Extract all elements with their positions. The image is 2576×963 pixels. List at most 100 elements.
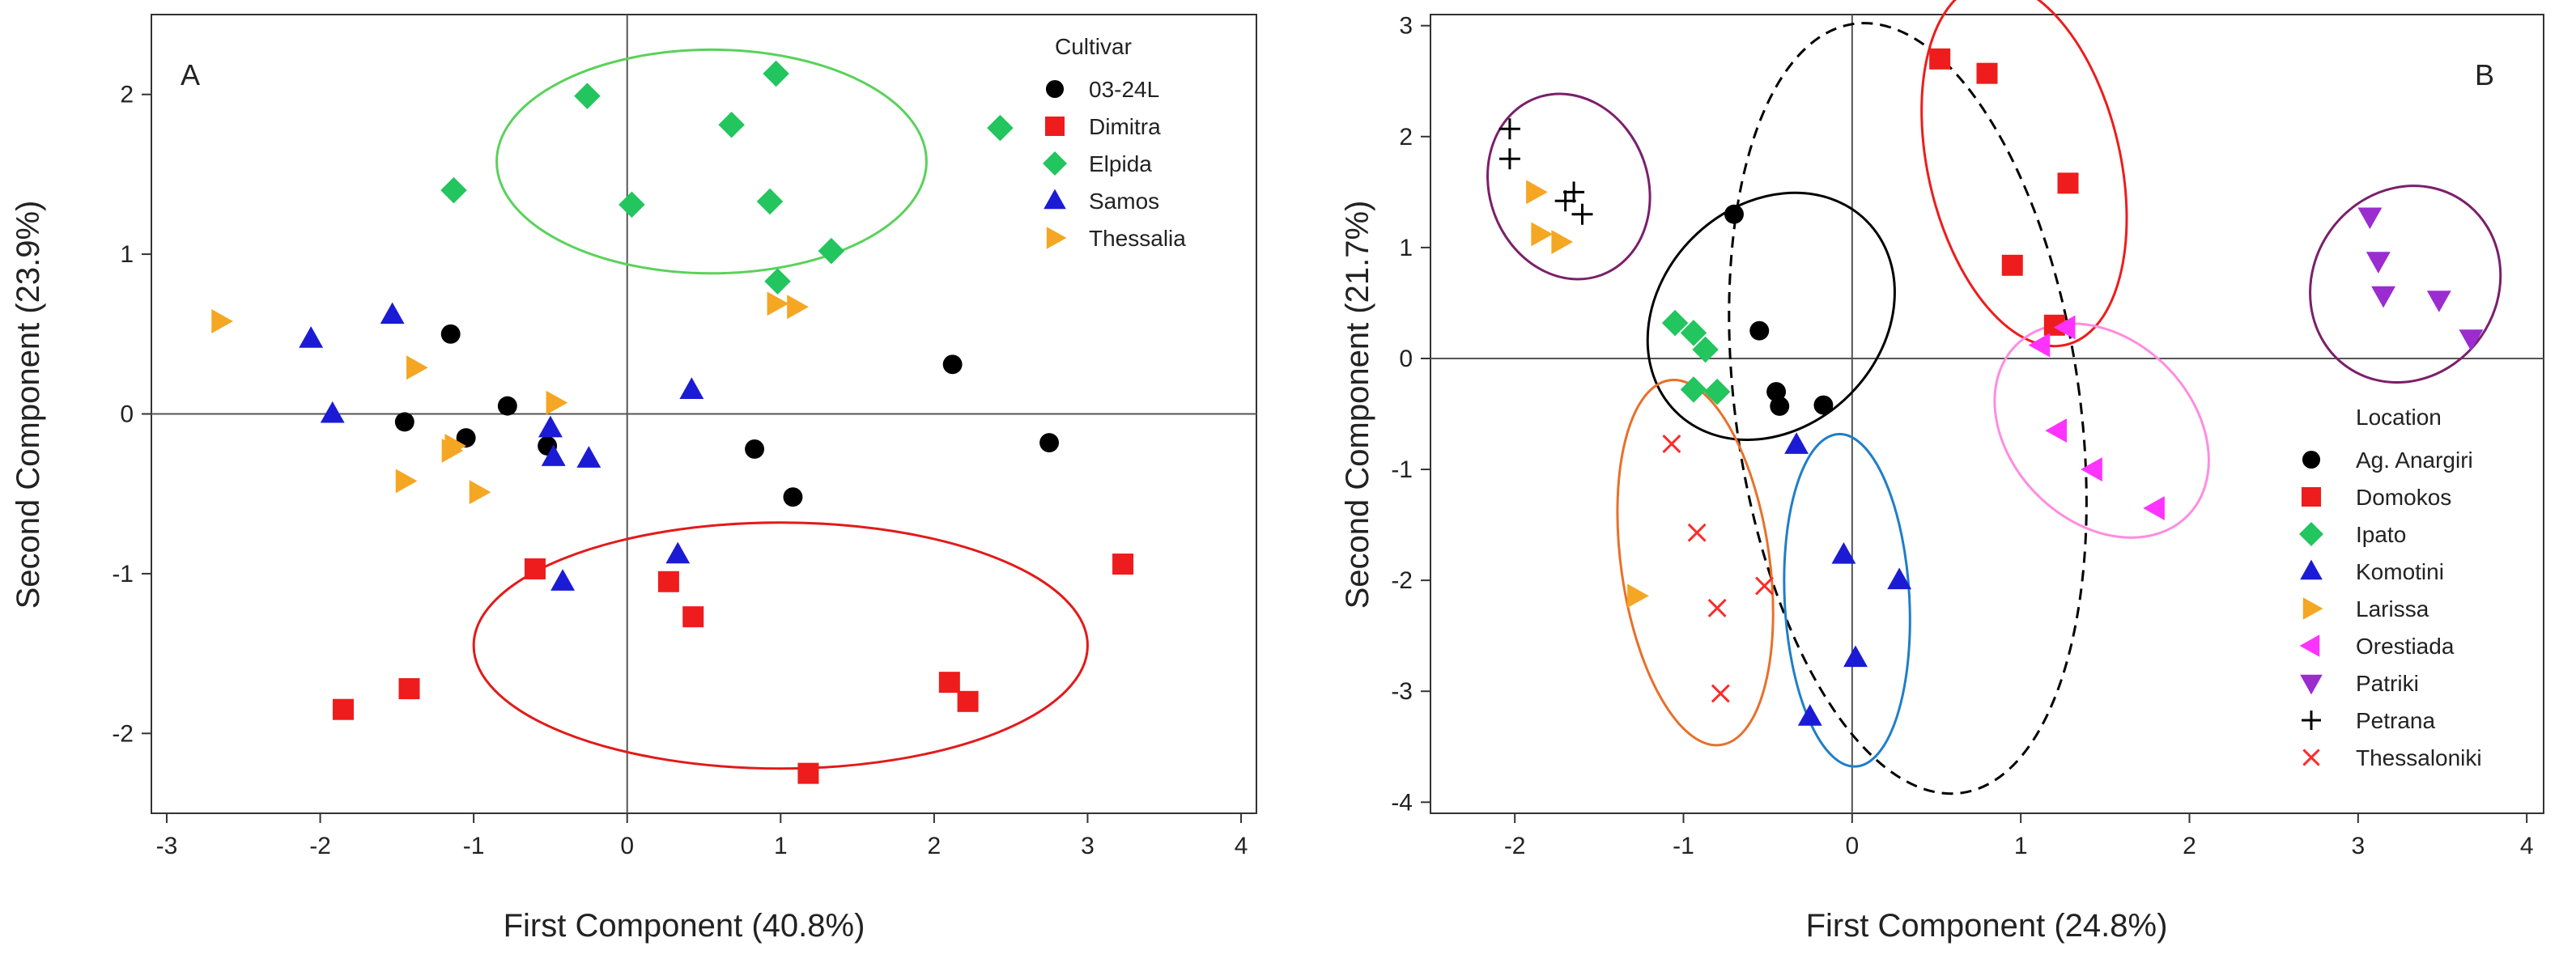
panel-a-x-axis-label: First Component (40.8%) (504, 908, 865, 944)
panel-a-point-dimitra (398, 678, 420, 700)
panel-a-point-elpida (574, 83, 601, 109)
panel-a: A First Component (40.8%) Second Compone… (11, 14, 1257, 944)
panel-a-legend-label-samos: Samos (1089, 189, 1159, 214)
panel-b-y-tick-label: 2 (1399, 124, 1413, 151)
panel-a-point-thessalia (441, 438, 464, 463)
panel-a-point-samos (679, 377, 704, 399)
panel-a-y-tick-label: -1 (112, 561, 134, 588)
panel-a-legend-marker-elpida (1043, 151, 1067, 176)
panel-b-point-ipato (1692, 336, 1719, 363)
panel-b-point-larissa (1526, 180, 1548, 205)
panel-a-point-thessalia (211, 309, 233, 333)
panel-b-point-patriki (2357, 207, 2383, 230)
panel-a-point-samos (550, 569, 576, 591)
panel-b-point-ag-anargiri (1766, 382, 1787, 402)
panel-b-x-tick-label: -2 (1504, 833, 1526, 859)
panel-b-point-komotini (1831, 541, 1856, 564)
panel-b-point-orestiada (2053, 315, 2076, 340)
panel-b-legend-marker-petrana (2302, 711, 2321, 730)
panel-b-legend-marker-orestiada (2299, 634, 2320, 657)
panel-a-point-dimitra (938, 672, 960, 694)
panel-b-point-patriki (2366, 252, 2391, 274)
panel-a-point-thessalia (767, 291, 789, 316)
panel-a-legend-marker-thessalia (1046, 227, 1067, 249)
panel-b-group-ellipse-4 (1728, 22, 2088, 795)
panel-a-point-dimitra (682, 606, 704, 628)
panel-a-legend-label-03-24l: 03-24L (1089, 77, 1159, 102)
panel-a-point-samos (665, 541, 691, 564)
panel-b-point-petrana (1498, 148, 1520, 170)
panel-a-point-dimitra (797, 762, 819, 784)
panel-b-legend-label-patriki: Patriki (2356, 671, 2419, 696)
panel-b-point-ipato (1703, 378, 1731, 405)
panel-a-group-ellipse-2 (472, 521, 1089, 770)
panel-a-point-elpida (763, 60, 789, 87)
panel-a-point-03-24l (745, 439, 765, 459)
panel-a-point-samos (299, 326, 324, 348)
panel-b-y-tick-label: 3 (1399, 13, 1413, 40)
panel-a-legend-label-elpida: Elpida (1089, 151, 1152, 176)
panel-a-point-elpida (440, 176, 467, 204)
panel-b-point-thessaloniki (1687, 523, 1707, 542)
panel-b-point-petrana (1554, 190, 1576, 212)
panel-b-legend-label-ag-anargiri: Ag. Anargiri (2356, 448, 2473, 473)
panel-b-letter: B (2475, 58, 2494, 91)
panel-b-point-ag-anargiri (1813, 395, 1834, 415)
panel-b-group-ellipse-5 (1993, 322, 2210, 539)
panel-b-x-tick-label: 4 (2520, 833, 2534, 859)
panel-b-group-ellipse-2 (1646, 191, 1896, 441)
panel-a-y-axis-label: Second Component (23.9%) (11, 201, 46, 609)
panel-b-point-domokos (1929, 48, 1951, 70)
panel-a-x-tick-label: 2 (928, 833, 942, 859)
panel-a-x-tick-label: 4 (1235, 833, 1248, 859)
panel-b-point-domokos (2001, 254, 2023, 276)
panel-b-legend-marker-komotini (2300, 559, 2323, 580)
panel-a-point-dimitra (657, 571, 679, 592)
panel-b-point-thessaloniki (1711, 684, 1730, 703)
panel-b-y-tick-label: 0 (1399, 346, 1413, 372)
panel-b-point-larissa (1627, 583, 1649, 609)
panel-a-point-elpida (756, 188, 784, 215)
panel-b-legend-label-komotini: Komotini (2356, 559, 2444, 584)
panel-a-x-tick-label: -2 (309, 833, 331, 859)
panel-a-point-thessalia (395, 469, 418, 494)
panel-a-x-tick-label: -3 (156, 833, 178, 859)
panel-a-point-03-24l (942, 354, 963, 375)
panel-b-point-thessaloniki (1662, 435, 1681, 453)
panel-b-point-ag-anargiri (1770, 396, 1790, 416)
panel-b-point-komotini (1887, 567, 1912, 590)
panel-b-point-orestiada (2081, 457, 2102, 482)
panel-b-legend-label-orestiada: Orestiada (2356, 634, 2455, 659)
panel-a-point-dimitra (1112, 554, 1134, 575)
panel-b-y-tick-label: 1 (1399, 235, 1413, 261)
panel-a-point-03-24l (497, 396, 517, 416)
panel-b-point-petrana (1571, 203, 1593, 225)
panel-a-point-03-24l (394, 412, 414, 432)
panel-a-point-thessalia (469, 480, 491, 505)
panel-a-y-tick-label: 1 (120, 241, 134, 268)
panel-a-point-elpida (618, 191, 645, 218)
panel-b-point-patriki (2426, 291, 2451, 312)
panel-a-point-dimitra (524, 558, 546, 579)
panel-b-legend-label-petrana: Petrana (2356, 708, 2435, 733)
panel-b-point-komotini (1843, 645, 1868, 668)
panel-b-point-ipato (1661, 309, 1689, 337)
panel-a-x-tick-label: 0 (620, 833, 634, 859)
panel-b-y-tick-label: -4 (1391, 789, 1413, 816)
panel-b-point-petrana (1563, 181, 1585, 203)
panel-a-point-samos (538, 415, 563, 438)
panel-b-legend-label-domokos: Domokos (2356, 485, 2451, 510)
panel-b-point-domokos (1976, 62, 1998, 84)
panel-b-legend-marker-thessaloniki (2302, 749, 2320, 766)
panel-b-x-tick-label: -1 (1673, 833, 1694, 859)
panel-b-x-tick-label: 0 (1845, 833, 1859, 859)
panel-b-legend-marker-patriki (2300, 674, 2323, 695)
panel-b-legend-marker-larissa (2302, 597, 2323, 620)
panel-b-legend-marker-ipato (2299, 522, 2323, 546)
panel-a-point-03-24l (1039, 433, 1060, 452)
panel-a-point-elpida (764, 268, 791, 295)
panel-b-point-komotini (1797, 704, 1822, 726)
panel-b-frame (1430, 14, 2544, 814)
panel-b-point-ag-anargiri (1749, 320, 1770, 341)
